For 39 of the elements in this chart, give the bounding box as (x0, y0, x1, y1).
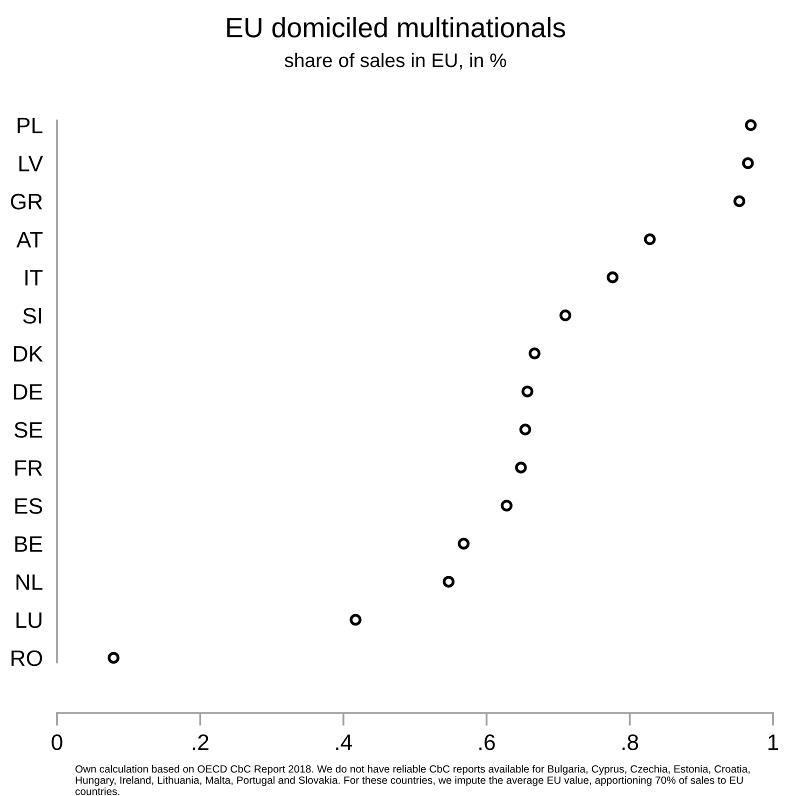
x-tick-label: .2 (192, 734, 208, 750)
x-tick-label: 1 (768, 734, 778, 750)
point (442, 576, 455, 588)
point (350, 614, 362, 626)
y-tick-label: NL (16, 574, 42, 590)
y-tick-label: PL (18, 118, 42, 134)
point (519, 424, 532, 436)
y-tick-label: IT (25, 270, 43, 286)
x-tick-label: 0 (52, 734, 62, 750)
point (528, 348, 540, 360)
y-tick-label: RO (12, 650, 42, 666)
y-tick-label: DE (14, 384, 42, 400)
point (644, 233, 656, 246)
point (606, 271, 619, 284)
point (458, 538, 470, 550)
point (742, 157, 754, 170)
y-tick-label: AT (16, 232, 43, 248)
y-tick-label: FR (15, 460, 42, 476)
point (522, 386, 534, 398)
point (744, 119, 757, 132)
point (500, 500, 513, 512)
point (733, 195, 746, 208)
y-tick-label: LU (16, 612, 42, 628)
point (108, 652, 120, 664)
y-tick-label: GR (10, 194, 42, 210)
y-tick-label: SE (14, 422, 42, 438)
chart-subtitle: share of sales in EU, in % (284, 52, 506, 70)
x-tick-label: .4 (336, 734, 352, 750)
y-tick-label: LV (19, 156, 44, 172)
point (515, 462, 527, 474)
point (559, 309, 572, 322)
y-tick-label: ES (15, 498, 42, 514)
text: Own calculation based on OECD CbC Report 2018. We do not have reliable CbC reports available for Bulgaria, Cyprus, Czechia, Estonia, Croatia, Hungary, Ireland, Lithuania, Malta, Portugal and Slovakia. For these countries, we impute the average EU value, apportioning 70% of sales to EU countries. (75, 765, 750, 796)
y-tick-label: BE (15, 536, 42, 552)
chart-title: EU domiciled multinationals (227, 17, 566, 38)
y-tick-label: DK (14, 346, 43, 362)
x-tick-label: .8 (622, 734, 638, 750)
x-tick-label: .6 (479, 734, 495, 750)
y-tick-label: SI (23, 308, 42, 324)
